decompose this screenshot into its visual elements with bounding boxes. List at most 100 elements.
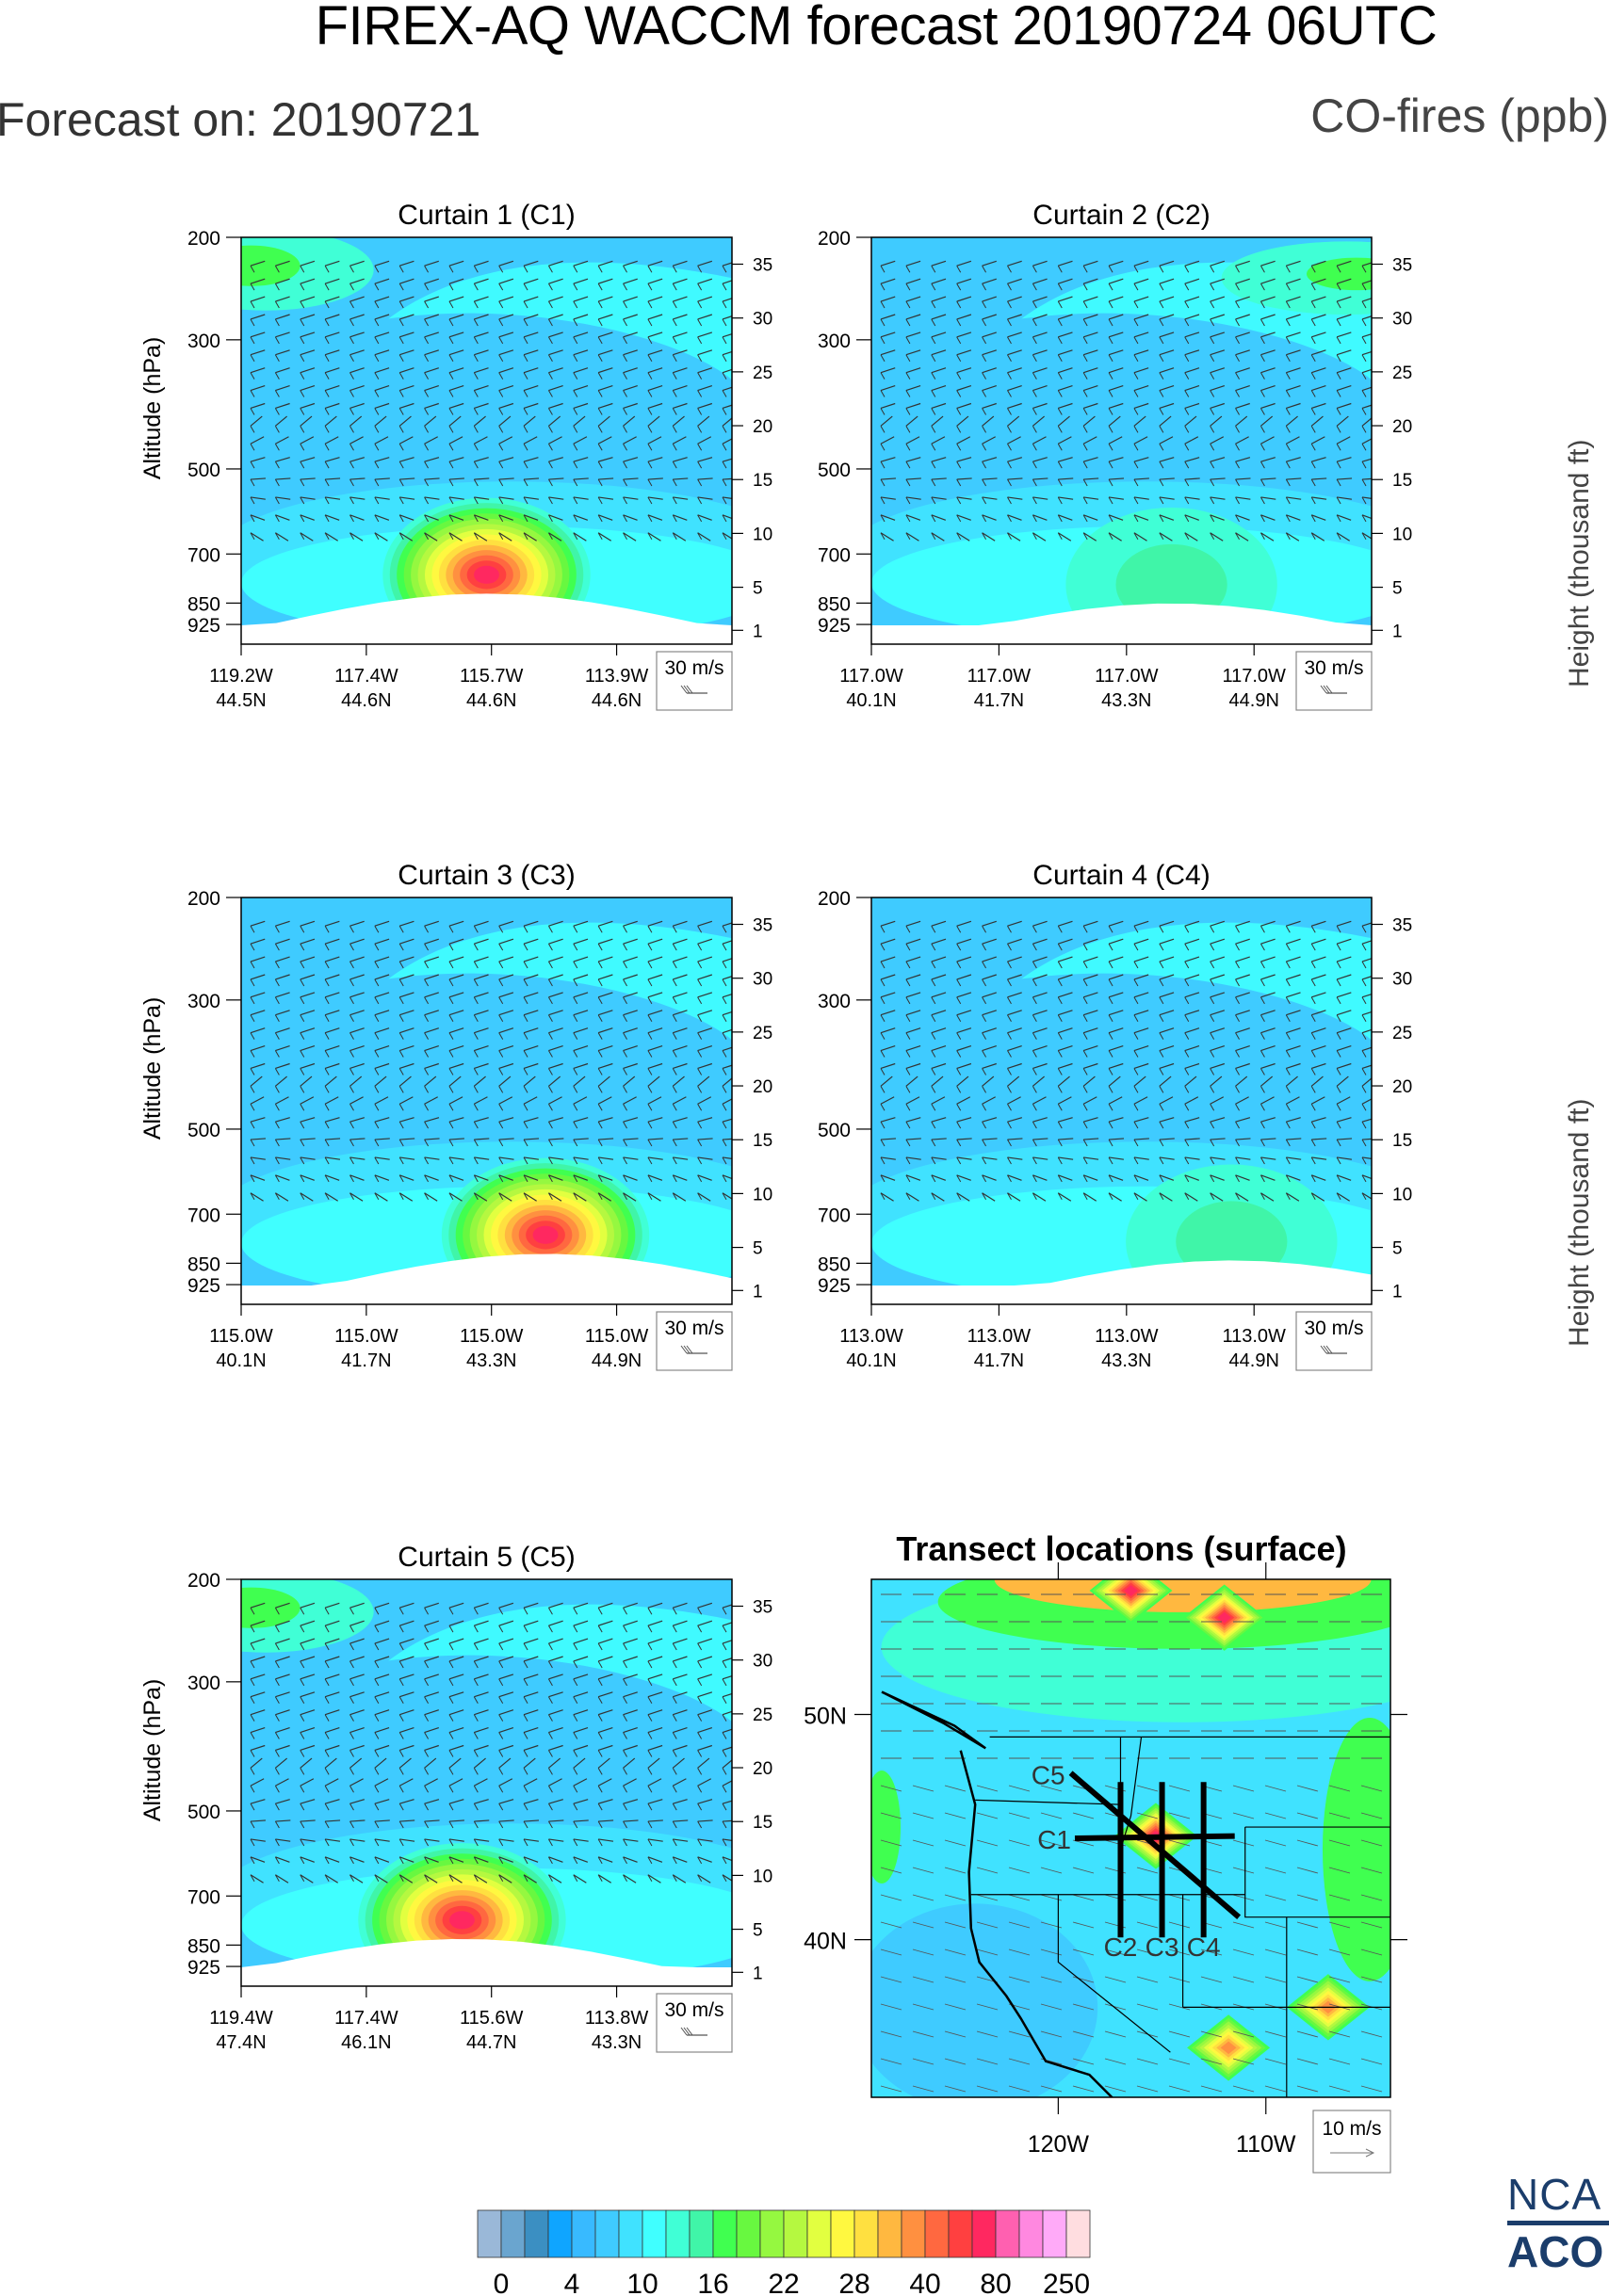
wind-barb-flag [1159,996,1164,1005]
wind-barb [498,1096,513,1105]
wind-barb [1159,260,1175,267]
wind-barb-flag [623,1086,627,1093]
wind-barb-flag [597,1768,603,1775]
wind-barb [1108,1075,1121,1087]
wind-barb [623,477,639,480]
wind-barb [573,1838,589,1842]
wind-barb-flag [1108,354,1113,362]
wind-barb-flag [1361,996,1367,1005]
wind-barb-flag [300,1014,305,1022]
y2-tick-label: 30 [753,1652,772,1672]
wind-barb-flag [250,1820,255,1829]
wind-barb-flag [1310,478,1316,487]
wind-barb-flag [982,283,987,291]
wind-barb-flag [597,1750,603,1757]
wind-barb [374,1638,390,1644]
wind-barb-flag [697,925,703,933]
wind-barb [424,331,439,338]
wind-barb [982,938,997,945]
wind-barb-flag [250,1156,255,1165]
wind-barb-flag [722,1068,727,1075]
wind-barb-flag [448,265,454,273]
wind-barb [1311,1156,1327,1160]
wind-barb [597,402,613,410]
wind-barb-flag [623,1156,627,1165]
wind-barb [300,1874,314,1884]
wind-barb-flag [274,1139,280,1147]
wind-barb [647,1656,663,1662]
wind-barb [1286,402,1301,410]
wind-barb [1361,976,1372,980]
curtain-panel-1: Curtain 1 (C1)20030050070085092535302520… [139,200,772,711]
wind-barb [374,1096,389,1105]
wind-barb-flag [523,1121,528,1129]
wind-barb [673,1010,688,1016]
wind-barb [673,331,688,338]
wind-barb [275,457,290,462]
y-tick-label: 200 [818,228,851,250]
wind-barb [1057,436,1072,445]
wind-barb [1235,1075,1248,1087]
wind-barb-flag [473,1856,479,1865]
wind-arrow [1168,1839,1191,1847]
wind-barb [523,402,539,410]
wind-barb [548,1010,563,1016]
wind-barb [1210,1045,1226,1052]
wind-barb-flag [1361,372,1367,380]
wind-barb-flag [1310,336,1316,345]
wind-barb [1133,992,1149,998]
wind-barb-flag [498,1642,504,1651]
wind-barb-flag [647,1625,653,1633]
wind-barb [1159,514,1175,521]
wind-barb [324,349,340,356]
wind-barb [275,1010,290,1016]
wind-barb-flag [498,1156,504,1165]
wind-barb [880,938,896,945]
colorbar-box [524,2209,549,2258]
wind-barb-flag [1082,461,1088,469]
wind-barb [349,1602,365,1609]
wind-barb-flag [982,300,987,309]
y-tick-label: 500 [187,1120,220,1141]
wind-barb-flag [374,1174,380,1183]
wind-barb-flag [931,336,936,345]
wind-barb-flag [1007,1139,1012,1147]
wind-barb [1083,1156,1099,1160]
wind-barb [548,1727,563,1734]
wind-barb [1032,1096,1047,1105]
wind-barb [523,1117,539,1123]
wind-barb [722,458,732,462]
y2-tick-label: 1 [753,1964,763,1983]
wind-barb-flag [1032,318,1037,327]
wind-barb-flag [697,1014,703,1022]
wind-barb [880,436,895,445]
wind-barb [1286,1045,1301,1052]
wind-barb [905,331,921,338]
wind-arrow [1296,1839,1319,1847]
wind-barb-flag [473,496,479,505]
wind-barb [1032,1010,1048,1016]
wind-barb [722,1856,732,1862]
wind-barb [697,1856,712,1863]
wind-barb [448,1620,464,1626]
wind-barb [448,1838,464,1842]
wind-barb [300,1757,313,1769]
wind-barb [1235,331,1250,338]
wind-barb-flag [1310,1086,1316,1093]
wind-barb [300,436,315,445]
wind-barb [1260,385,1276,392]
wind-barb-flag [300,1820,305,1829]
wind-barb-flag [448,1838,454,1847]
wind-barb-flag [1235,496,1240,505]
wind-barb [424,1062,439,1070]
wind-arrow [1360,1921,1383,1929]
wind-barb-flag [1210,978,1215,987]
wind-barb-flag [1133,1086,1139,1093]
wind-barb-flag [374,996,380,1005]
wind-barb-flag [597,426,603,433]
wind-barb-flag [722,514,727,523]
wind-barb [1108,349,1124,356]
wind-barb [597,1691,613,1698]
wind-barb-flag [324,300,330,309]
wind-arrow [976,2058,999,2065]
